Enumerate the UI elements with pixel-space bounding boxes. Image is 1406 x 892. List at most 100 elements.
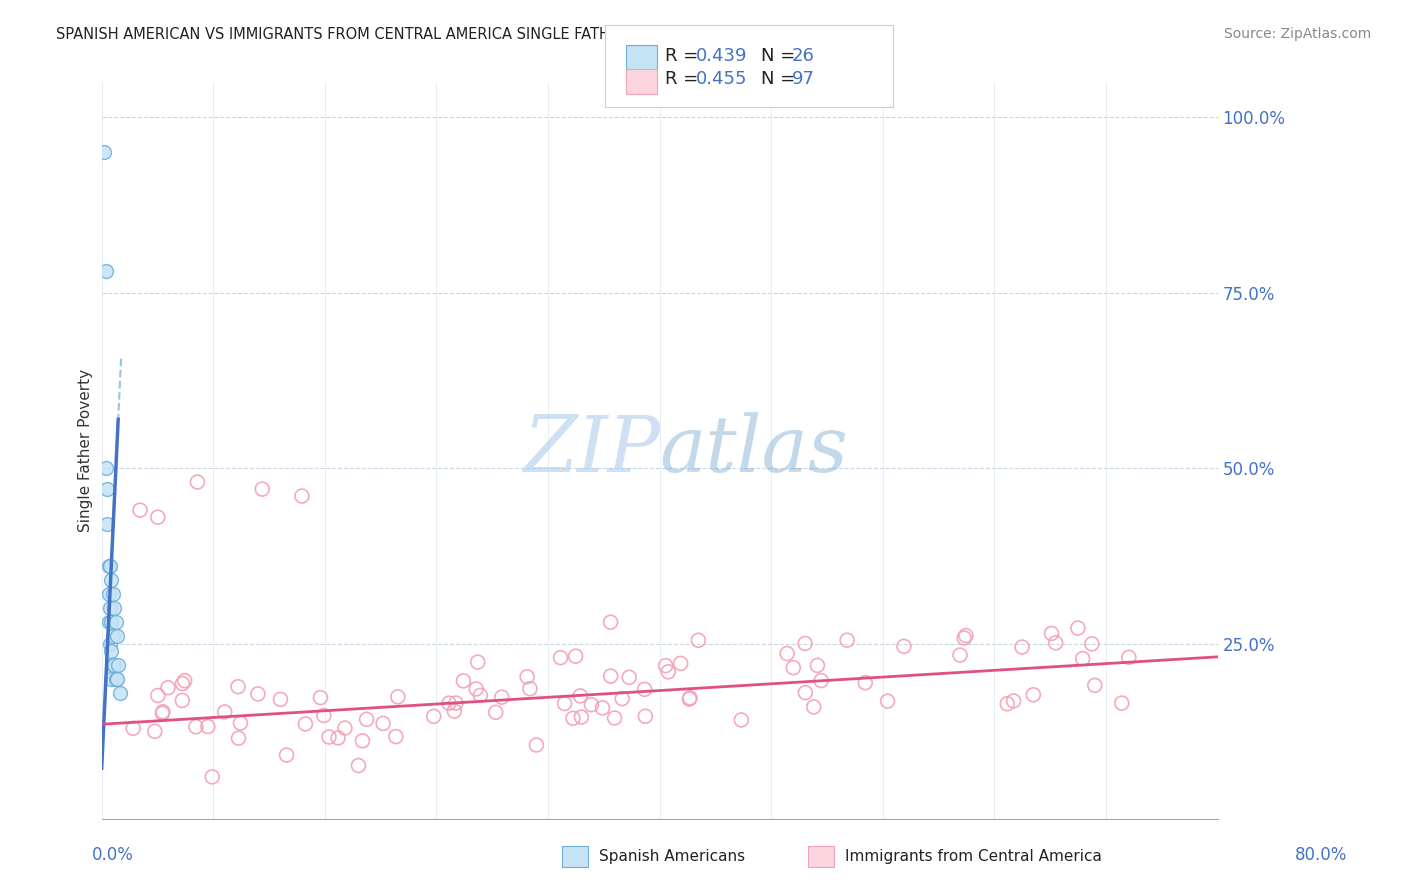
Point bbox=[995, 697, 1018, 711]
Point bbox=[146, 689, 169, 703]
Point bbox=[599, 615, 621, 630]
Point bbox=[853, 675, 876, 690]
Point bbox=[592, 701, 614, 715]
Point bbox=[143, 724, 166, 739]
Point bbox=[156, 681, 179, 695]
Point bbox=[794, 686, 817, 700]
Point bbox=[96, 482, 118, 496]
Point bbox=[599, 669, 621, 683]
Text: N =: N = bbox=[761, 70, 800, 88]
Text: R =: R = bbox=[665, 70, 704, 88]
Point bbox=[776, 647, 799, 661]
Point bbox=[100, 672, 122, 686]
Point bbox=[101, 630, 124, 644]
Point bbox=[173, 673, 195, 688]
Point bbox=[581, 698, 603, 712]
Point bbox=[654, 658, 676, 673]
Point bbox=[657, 665, 679, 679]
Y-axis label: Single Father Poverty: Single Father Poverty bbox=[79, 369, 93, 532]
Point bbox=[1084, 678, 1107, 692]
Point bbox=[465, 681, 488, 696]
Point bbox=[318, 730, 340, 744]
Point bbox=[485, 706, 508, 720]
Text: 0.439: 0.439 bbox=[696, 47, 748, 65]
Point bbox=[422, 709, 444, 723]
Point bbox=[100, 615, 122, 630]
Point bbox=[291, 489, 314, 503]
Point bbox=[569, 689, 592, 703]
Point bbox=[214, 705, 236, 719]
Point bbox=[730, 713, 752, 727]
Point bbox=[352, 733, 374, 747]
Text: Immigrants from Central America: Immigrants from Central America bbox=[845, 849, 1102, 863]
Point bbox=[516, 670, 538, 684]
Point bbox=[679, 690, 702, 705]
Point bbox=[94, 461, 117, 475]
Point bbox=[554, 697, 576, 711]
Point bbox=[893, 640, 915, 654]
Point bbox=[949, 648, 972, 662]
Point bbox=[1081, 637, 1104, 651]
Point bbox=[876, 694, 898, 708]
Point bbox=[108, 686, 131, 700]
Point bbox=[201, 770, 224, 784]
Point bbox=[385, 730, 408, 744]
Point bbox=[105, 630, 128, 644]
Point bbox=[1011, 640, 1033, 654]
Point bbox=[612, 691, 634, 706]
Point bbox=[571, 710, 593, 724]
Point bbox=[103, 601, 125, 615]
Point bbox=[122, 721, 145, 735]
Point bbox=[172, 676, 194, 690]
Point bbox=[98, 601, 121, 615]
Point bbox=[103, 657, 125, 672]
Point bbox=[184, 720, 207, 734]
Text: 0.455: 0.455 bbox=[696, 70, 748, 88]
Text: 26: 26 bbox=[792, 47, 814, 65]
Point bbox=[100, 574, 122, 588]
Point bbox=[104, 615, 127, 630]
Point bbox=[276, 747, 298, 762]
Point bbox=[146, 510, 169, 524]
Point bbox=[97, 587, 120, 601]
Text: Spanish Americans: Spanish Americans bbox=[599, 849, 745, 863]
Point bbox=[453, 673, 475, 688]
Point bbox=[101, 657, 124, 672]
Point bbox=[98, 559, 121, 574]
Point bbox=[387, 690, 409, 704]
Point bbox=[97, 559, 120, 574]
Point bbox=[312, 708, 335, 723]
Point bbox=[1045, 636, 1067, 650]
Point bbox=[526, 738, 548, 752]
Point bbox=[104, 672, 127, 686]
Point bbox=[226, 680, 249, 694]
Text: R =: R = bbox=[665, 47, 704, 65]
Point bbox=[105, 672, 128, 686]
Point bbox=[246, 687, 269, 701]
Point bbox=[564, 649, 586, 664]
Point bbox=[93, 145, 115, 160]
Point bbox=[1071, 651, 1094, 665]
Point bbox=[347, 758, 370, 772]
Point bbox=[1067, 621, 1090, 635]
Point bbox=[229, 716, 252, 731]
Point bbox=[252, 482, 274, 496]
Point bbox=[371, 716, 394, 731]
Text: 97: 97 bbox=[792, 70, 814, 88]
Point bbox=[669, 657, 692, 671]
Point bbox=[443, 704, 465, 718]
Text: 80.0%: 80.0% bbox=[1295, 846, 1347, 863]
Point bbox=[519, 681, 541, 696]
Text: SPANISH AMERICAN VS IMMIGRANTS FROM CENTRAL AMERICA SINGLE FATHER POVERTY CORREL: SPANISH AMERICAN VS IMMIGRANTS FROM CENT… bbox=[56, 27, 863, 42]
Point bbox=[228, 731, 250, 746]
Point bbox=[172, 693, 194, 707]
Point bbox=[619, 670, 641, 684]
Point bbox=[1002, 694, 1025, 708]
Point bbox=[470, 689, 492, 703]
Point bbox=[688, 633, 710, 648]
Point bbox=[107, 657, 129, 672]
Text: ZIP: ZIP bbox=[523, 412, 659, 489]
Point bbox=[437, 696, 460, 710]
Point bbox=[794, 636, 817, 650]
Point bbox=[101, 587, 124, 601]
